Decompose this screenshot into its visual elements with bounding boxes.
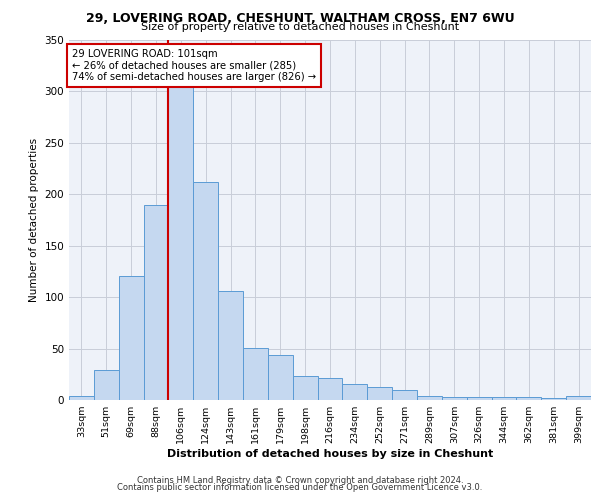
Bar (467, 397, 491, 400)
Text: 29, LOVERING ROAD, CHESHUNT, WALTHAM CROSS, EN7 6WU: 29, LOVERING ROAD, CHESHUNT, WALTHAM CRO… (86, 12, 514, 26)
Bar (541, 398, 566, 400)
Bar (218, 291, 243, 400)
Bar (268, 354, 293, 400)
Bar (243, 348, 268, 400)
Bar (442, 397, 467, 400)
Text: Size of property relative to detached houses in Cheshunt: Size of property relative to detached ho… (141, 22, 459, 32)
Bar (343, 384, 367, 400)
Text: 29 LOVERING ROAD: 101sqm
← 26% of detached houses are smaller (285)
74% of semi-: 29 LOVERING ROAD: 101sqm ← 26% of detach… (71, 49, 316, 82)
Bar (317, 378, 343, 400)
Bar (94, 370, 119, 400)
Text: Contains HM Land Registry data © Crown copyright and database right 2024.: Contains HM Land Registry data © Crown c… (137, 476, 463, 485)
Bar (566, 396, 591, 400)
Bar (517, 397, 541, 400)
Bar (193, 182, 218, 400)
Bar (491, 397, 517, 400)
Bar (293, 376, 317, 400)
Bar (417, 396, 442, 400)
Bar (392, 390, 417, 400)
Bar (169, 60, 193, 400)
Bar (119, 276, 143, 400)
Bar (367, 386, 392, 400)
Text: Contains public sector information licensed under the Open Government Licence v3: Contains public sector information licen… (118, 484, 482, 492)
X-axis label: Distribution of detached houses by size in Cheshunt: Distribution of detached houses by size … (167, 449, 493, 459)
Bar (69, 396, 94, 400)
Y-axis label: Number of detached properties: Number of detached properties (29, 138, 39, 302)
Bar (143, 204, 169, 400)
